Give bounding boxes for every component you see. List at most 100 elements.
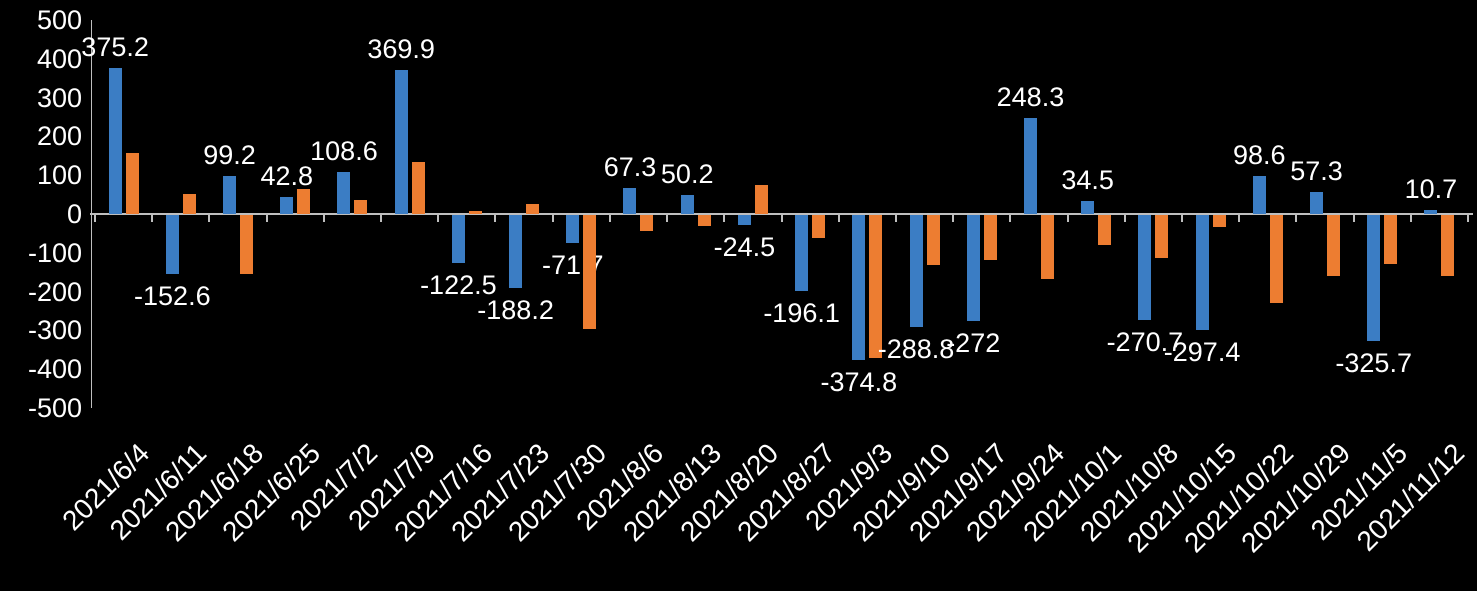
bar-series1 bbox=[337, 171, 351, 214]
y-axis-label: 100 bbox=[36, 160, 82, 191]
bar-series1 bbox=[680, 194, 694, 214]
data-label: 34.5 bbox=[1061, 164, 1114, 195]
data-label: -270.7 bbox=[1106, 327, 1184, 358]
bar-series1 bbox=[223, 175, 237, 214]
bar-series1 bbox=[394, 70, 408, 214]
data-label: 375.2 bbox=[81, 32, 149, 63]
bar-series1 bbox=[1252, 175, 1266, 214]
axis-tick bbox=[551, 215, 554, 222]
data-label: -288.8 bbox=[877, 334, 955, 365]
bar-series2 bbox=[926, 215, 940, 266]
bar-series1 bbox=[1138, 215, 1152, 321]
bar-series2 bbox=[182, 193, 196, 214]
axis-tick bbox=[1180, 215, 1183, 222]
y-axis-label: -500 bbox=[27, 393, 82, 423]
data-label: -122.5 bbox=[420, 269, 497, 300]
bar-series1 bbox=[1367, 215, 1381, 342]
axis-tick bbox=[666, 215, 669, 222]
y-axis-label: -400 bbox=[27, 354, 82, 385]
axis-tick bbox=[723, 215, 726, 222]
bar-series1 bbox=[1309, 191, 1323, 214]
bar-series2 bbox=[697, 215, 711, 226]
bar-series2 bbox=[125, 153, 139, 214]
bar-series1 bbox=[1195, 215, 1209, 331]
axis-tick bbox=[437, 215, 440, 222]
data-label: -297.4 bbox=[1163, 337, 1241, 368]
axis-tick bbox=[322, 215, 325, 222]
axis-tick bbox=[1467, 215, 1469, 222]
bar-series1 bbox=[1081, 200, 1095, 214]
bar-series1 bbox=[852, 215, 866, 361]
bar-series2 bbox=[640, 215, 654, 232]
bar-series2 bbox=[1212, 215, 1226, 227]
axis-tick bbox=[208, 215, 211, 222]
y-axis-label: 300 bbox=[36, 82, 82, 113]
zero-axis-line bbox=[90, 213, 1473, 215]
axis-tick bbox=[1409, 215, 1412, 222]
data-label: -272 bbox=[946, 327, 1001, 358]
y-axis-label: -300 bbox=[27, 315, 82, 346]
bar-series2 bbox=[1040, 215, 1054, 280]
bar-series2 bbox=[1441, 215, 1455, 277]
bar-series1 bbox=[165, 215, 179, 275]
bar-series1 bbox=[566, 215, 580, 243]
axis-tick bbox=[494, 215, 497, 222]
axis-tick bbox=[952, 215, 955, 222]
bar-series1 bbox=[909, 215, 923, 328]
bar-series2 bbox=[297, 188, 311, 214]
bar-series2 bbox=[411, 161, 425, 214]
data-label: 50.2 bbox=[660, 158, 714, 189]
axis-tick bbox=[151, 215, 154, 222]
axis-tick bbox=[380, 215, 383, 222]
data-label: -325.7 bbox=[1335, 348, 1412, 379]
data-label: -188.2 bbox=[477, 295, 554, 326]
bar-series1 bbox=[737, 215, 751, 225]
bar-series2 bbox=[1326, 215, 1340, 277]
bar-series1 bbox=[280, 197, 294, 214]
bar-series2 bbox=[1384, 215, 1398, 264]
data-label: 108.6 bbox=[310, 135, 378, 166]
data-label: -152.6 bbox=[134, 281, 211, 312]
axis-tick bbox=[1352, 215, 1355, 222]
data-label: 98.6 bbox=[1232, 139, 1286, 170]
axis-tick bbox=[780, 215, 783, 222]
bar-series2 bbox=[354, 200, 368, 214]
y-axis-label: 200 bbox=[36, 121, 82, 152]
data-label: 248.3 bbox=[996, 81, 1065, 112]
bar-series1 bbox=[108, 68, 122, 214]
bar-series1 bbox=[509, 215, 523, 289]
axis-tick bbox=[1238, 215, 1241, 222]
bar-series2 bbox=[526, 204, 540, 214]
bar-series2 bbox=[983, 215, 997, 260]
data-label: 369.9 bbox=[367, 34, 435, 65]
bar-series1 bbox=[966, 215, 980, 321]
bar-series2 bbox=[1098, 215, 1112, 246]
bar-series1 bbox=[1023, 117, 1037, 214]
axis-tick bbox=[1009, 215, 1012, 222]
axis-tick bbox=[608, 215, 611, 222]
axis-tick bbox=[1066, 215, 1069, 222]
axis-tick bbox=[837, 215, 840, 222]
data-label: -196.1 bbox=[763, 298, 840, 329]
bar-series1 bbox=[451, 215, 465, 263]
data-label: -24.5 bbox=[713, 231, 776, 262]
axis-tick bbox=[265, 215, 268, 222]
data-label: -374.8 bbox=[820, 367, 898, 398]
y-axis-label: -200 bbox=[27, 276, 82, 307]
bar-series2 bbox=[812, 215, 826, 239]
y-axis-label: -100 bbox=[27, 237, 82, 268]
y-axis-label: 0 bbox=[66, 199, 82, 229]
axis-tick bbox=[94, 215, 96, 222]
axis-tick bbox=[1123, 215, 1126, 222]
bar-series2 bbox=[583, 215, 597, 330]
axis-tick bbox=[894, 215, 897, 222]
bar-series2 bbox=[1155, 215, 1169, 258]
axis-tick bbox=[1295, 215, 1298, 222]
bar-series2 bbox=[1269, 215, 1283, 304]
data-label: 57.3 bbox=[1290, 155, 1343, 186]
bar-series1 bbox=[623, 187, 637, 214]
data-label: 10.7 bbox=[1404, 173, 1458, 204]
bar-series2 bbox=[468, 210, 482, 214]
bar-series2 bbox=[754, 184, 768, 214]
